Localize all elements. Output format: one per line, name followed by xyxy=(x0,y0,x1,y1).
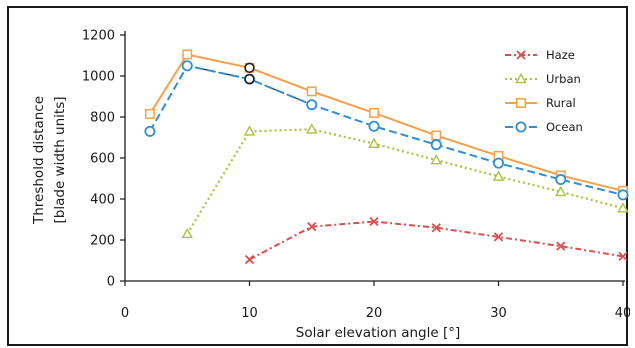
data-point xyxy=(430,139,442,151)
legend-marker xyxy=(515,121,527,133)
y-tick-label: 600 xyxy=(90,152,115,167)
legend-label: Rural xyxy=(546,96,576,110)
legend-marker xyxy=(515,72,527,84)
y-tick-label: 1200 xyxy=(82,29,115,44)
data-point xyxy=(144,125,156,137)
x-tick-label: 20 xyxy=(366,306,383,321)
series-line xyxy=(149,64,624,196)
data-point xyxy=(181,227,194,239)
line-chart: 0 200 400 600 800 1000 1200 0 10 20 30 40 Haze Urba… xyxy=(31,29,630,342)
data-point xyxy=(243,125,256,136)
legend-label: Haze xyxy=(546,48,575,62)
y-axis-title-line-1: Threshold distance xyxy=(31,96,47,225)
legend-marker xyxy=(516,98,526,108)
series-line xyxy=(186,128,624,235)
data-point xyxy=(368,137,380,148)
x-ticks: 0 10 20 30 40 xyxy=(121,281,630,321)
data-point xyxy=(492,170,505,181)
highlighted-point xyxy=(244,62,255,73)
data-point xyxy=(181,60,193,72)
data-point xyxy=(555,174,567,186)
y-tick-label: 0 xyxy=(107,275,115,290)
legend-marker xyxy=(516,50,526,60)
y-axis-title-line-2: [blade width units] xyxy=(52,97,68,224)
x-tick-label: 0 xyxy=(121,306,129,321)
data-point xyxy=(244,254,255,265)
data-point xyxy=(368,120,380,132)
series-urban xyxy=(181,123,629,239)
series-group xyxy=(144,49,629,265)
data-point xyxy=(556,241,566,251)
y-tick-label: 800 xyxy=(90,111,115,126)
x-tick-label: 40 xyxy=(615,306,630,321)
data-point xyxy=(617,202,629,213)
data-point xyxy=(306,99,318,111)
data-point xyxy=(554,185,567,197)
data-point xyxy=(307,222,317,232)
data-point xyxy=(369,107,379,118)
highlighted-point xyxy=(244,73,255,85)
y-tick-label: 400 xyxy=(90,193,115,208)
x-tick-label: 30 xyxy=(490,306,507,321)
data-point xyxy=(431,130,442,141)
data-point xyxy=(182,49,193,60)
data-point xyxy=(306,86,317,97)
legend: Haze Urban Rural Ocean xyxy=(505,48,583,134)
chart-frame: 0 200 400 600 800 1000 1200 0 10 20 30 40 Haze Urba… xyxy=(7,6,630,346)
data-point xyxy=(617,189,629,201)
data-point xyxy=(493,232,504,242)
data-point xyxy=(492,157,504,169)
axes xyxy=(124,31,625,282)
series-haze xyxy=(244,216,628,265)
data-point xyxy=(430,154,443,165)
y-tick-label: 200 xyxy=(90,234,115,249)
x-axis-title: Solar elevation angle [°] xyxy=(296,325,461,341)
data-point xyxy=(144,108,155,119)
y-ticks: 0 200 400 600 800 1000 1200 xyxy=(82,29,125,290)
y-tick-label: 1000 xyxy=(82,70,115,85)
data-point xyxy=(369,216,379,227)
legend-label: Ocean xyxy=(546,120,583,134)
legend-label: Urban xyxy=(546,72,581,86)
data-point xyxy=(305,123,318,134)
data-point xyxy=(431,223,441,233)
data-point xyxy=(618,251,628,262)
x-tick-label: 10 xyxy=(241,306,258,321)
